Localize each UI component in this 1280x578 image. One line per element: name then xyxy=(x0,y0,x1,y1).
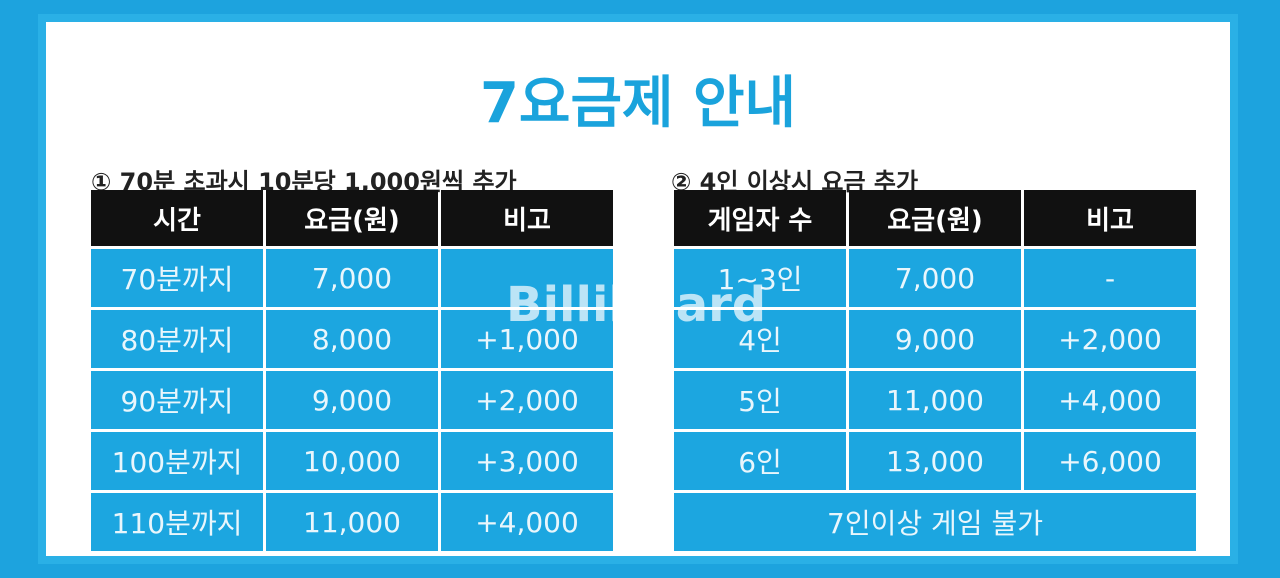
cell: 110분까지 xyxy=(91,493,263,551)
cell: 4인 xyxy=(674,310,846,368)
cell: +2,000 xyxy=(441,371,613,429)
cell: 13,000 xyxy=(849,432,1021,490)
cell: +2,000 xyxy=(1024,310,1196,368)
row: 110분까지 11,000 +4,000 xyxy=(91,493,613,551)
header-row: 게임자 수 요금(원) 비고 xyxy=(674,190,1196,246)
row: 100분까지 10,000 +3,000 xyxy=(91,432,613,490)
cell: 7,000 xyxy=(849,249,1021,307)
cell: +4,000 xyxy=(441,493,613,551)
cell: 11,000 xyxy=(849,371,1021,429)
title: 7요금제 안내 xyxy=(479,71,797,136)
cell: 11,000 xyxy=(266,493,438,551)
row: 5인 11,000 +4,000 xyxy=(674,371,1196,429)
row: 4인 9,000 +2,000 xyxy=(674,310,1196,368)
cell: 8,000 xyxy=(266,310,438,368)
watermark: Billiboard xyxy=(506,277,767,333)
header-cell: 비고 xyxy=(441,190,613,246)
header-cell: 시간 xyxy=(91,190,263,246)
cell: 100분까지 xyxy=(91,432,263,490)
cell: +4,000 xyxy=(1024,371,1196,429)
footer-cell: 7인이상 게임 불가 xyxy=(674,493,1196,551)
right-table: 게임자 수 요금(원) 비고 1~3인 7,000-4인 9,000 +2,000 5인 11,… xyxy=(671,187,1199,554)
cell: 10,000 xyxy=(266,432,438,490)
cell: 5인 xyxy=(674,371,846,429)
header-row: 시간 요금(원) 비고 xyxy=(91,190,613,246)
cell: 80분까지 xyxy=(91,310,263,368)
header-cell: 비고 xyxy=(1024,190,1196,246)
cell: +3,000 xyxy=(441,432,613,490)
cell: 9,000 xyxy=(849,310,1021,368)
row: 90분까지 9,000 +2,000 xyxy=(91,371,613,429)
cell: - xyxy=(1024,249,1196,307)
cell: 70분까지 xyxy=(91,249,263,307)
cell: +1,000 xyxy=(441,310,613,368)
cell xyxy=(441,249,613,307)
board: 7요금제 안내 ① 70분 초과시 10분당 1,000원씩 추가 ② 4인 이… xyxy=(38,14,1238,564)
row: 1~3인 7,000- xyxy=(674,249,1196,307)
cell: +6,000 xyxy=(1024,432,1196,490)
cell: 1~3인 xyxy=(674,249,846,307)
row: 80분까지 8,000 +1,000 xyxy=(91,310,613,368)
cell: 90분까지 xyxy=(91,371,263,429)
cell: 7,000 xyxy=(266,249,438,307)
cell: 9,000 xyxy=(266,371,438,429)
header-cell: 게임자 수 xyxy=(674,190,846,246)
header-cell: 요금(원) xyxy=(849,190,1021,246)
header-cell: 요금(원) xyxy=(266,190,438,246)
row: 70분까지 7,000 xyxy=(91,249,613,307)
left-table: 시간 요금(원) 비고 70분까지 7,000 80분까지 8,000 +1,000 90분까지… xyxy=(88,187,616,554)
cell: 6인 xyxy=(674,432,846,490)
footer-row: 7인이상 게임 불가 xyxy=(674,493,1196,551)
row: 6인 13,000 +6,000 xyxy=(674,432,1196,490)
